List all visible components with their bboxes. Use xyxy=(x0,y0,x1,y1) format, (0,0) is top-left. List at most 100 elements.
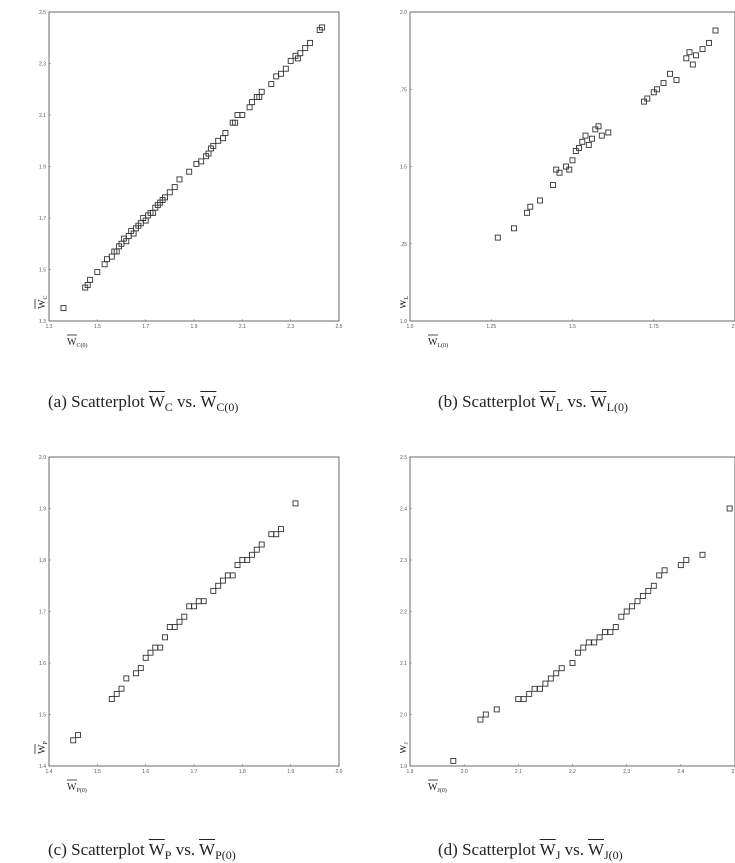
data-point xyxy=(123,675,130,682)
y-tick-label: 1.5 xyxy=(39,713,46,719)
plot-frame xyxy=(48,456,340,767)
data-point xyxy=(220,577,226,584)
data-point xyxy=(537,685,543,692)
caption-c-x: W xyxy=(199,840,216,859)
data-point xyxy=(162,194,168,201)
scatterplot-c: 1.4 1.5 1.6 1.7 1.8 1.9 2.0 1.4 1.5 1.6 1.7 1.8 1.9 2… xyxy=(34,455,343,794)
data-point xyxy=(186,168,193,175)
data-point xyxy=(558,665,565,672)
data-point xyxy=(258,88,265,95)
data-point xyxy=(569,157,576,164)
data-point xyxy=(591,639,598,646)
y-tick-label: 1.6 xyxy=(39,661,46,667)
data-point xyxy=(553,670,560,677)
y-tick-label: 2.4 xyxy=(400,507,407,513)
x-tick-label: 1.7 xyxy=(142,324,149,330)
x-tick-label: 2.0 xyxy=(461,769,468,775)
data-point xyxy=(70,737,77,744)
caption-c-x-sub: P(0) xyxy=(215,848,236,862)
caption-d-y-sub: J xyxy=(555,848,561,862)
data-point xyxy=(239,112,246,118)
y-tick-label: 1.0 xyxy=(400,319,407,325)
data-point xyxy=(166,624,173,630)
data-point xyxy=(307,39,313,46)
data-point xyxy=(215,582,222,589)
y-tick-label: 2.1 xyxy=(39,113,46,119)
y-axis-label: WL xyxy=(400,296,410,309)
data-point xyxy=(482,711,489,718)
data-point xyxy=(60,305,67,312)
data-point xyxy=(524,209,530,216)
data-point xyxy=(596,634,603,641)
caption-c-vs: vs. xyxy=(171,840,200,859)
data-point xyxy=(200,598,207,605)
data-point xyxy=(511,225,517,232)
x-tick-label: 1.4 xyxy=(46,769,53,775)
data-point xyxy=(224,572,231,579)
y-tick-label: 2.5 xyxy=(400,455,407,461)
y-tick-label: 2.0 xyxy=(400,10,407,16)
caption-d-vs: vs. xyxy=(560,840,588,859)
x-tick-label: 1.5 xyxy=(94,769,101,775)
data-point xyxy=(574,649,581,656)
data-point xyxy=(101,261,108,268)
y-tick-label: 1.25 xyxy=(400,242,407,248)
data-point xyxy=(171,624,178,630)
y-tick-label: 1.4 xyxy=(39,764,46,770)
x-tick-label: 1.9 xyxy=(407,769,414,775)
data-point xyxy=(494,234,501,241)
data-point xyxy=(656,572,663,579)
caption-b-x-sub: L(0) xyxy=(606,400,628,414)
data-point xyxy=(108,696,115,702)
x-tick-label: 1.9 xyxy=(287,769,294,775)
caption-d-prefix: (d) Scatterplot xyxy=(438,840,540,859)
x-tick-label: 2.1 xyxy=(239,324,246,330)
data-point xyxy=(75,732,81,739)
x-tick-label: 2.4 xyxy=(677,769,684,775)
x-tick-label: 2.3 xyxy=(287,324,294,330)
data-point xyxy=(253,546,260,553)
scatterplot-b: 1.0 1.25 1.5 1.75 2.0 1.0 1.25 1.5 1.75 2.0 WL(0) W… xyxy=(400,10,735,349)
data-point xyxy=(147,649,154,656)
data-point xyxy=(686,49,693,56)
caption-a-y-sub: C xyxy=(164,400,173,414)
y-tick-label: 2.3 xyxy=(400,558,407,564)
y-tick-label: 2.0 xyxy=(400,713,407,719)
panel-c: 1.4 1.5 1.6 1.7 1.8 1.9 2.0 1.4 1.5 1.6 1.7 1.8 1.9 2… xyxy=(25,455,365,800)
data-point xyxy=(258,541,265,548)
data-point xyxy=(319,24,326,31)
data-point xyxy=(104,256,110,263)
data-point xyxy=(282,65,289,72)
data-point xyxy=(222,130,229,136)
data-point xyxy=(527,203,534,210)
data-point xyxy=(239,557,246,563)
data-point xyxy=(566,166,573,173)
data-point xyxy=(152,644,159,651)
x-axis-label: WP(0) xyxy=(67,782,87,794)
data-point xyxy=(683,55,690,62)
caption-b-vs: vs. xyxy=(563,392,591,411)
data-point xyxy=(644,95,651,102)
data-point xyxy=(660,80,667,87)
data-point xyxy=(661,567,668,574)
data-point xyxy=(125,233,132,239)
caption-a-x-sub: C(0) xyxy=(216,400,239,414)
data-point xyxy=(542,680,549,687)
data-point xyxy=(297,50,304,57)
y-tick-label: 2.1 xyxy=(400,661,407,667)
data-point xyxy=(582,132,589,139)
data-point xyxy=(232,119,239,126)
x-tick-label: 1.6 xyxy=(142,769,149,775)
data-point xyxy=(268,531,275,538)
data-point xyxy=(689,61,696,68)
caption-a: (a) Scatterplot WC vs. WC(0) xyxy=(48,392,238,415)
y-tick-label: 2.3 xyxy=(39,62,46,68)
data-point xyxy=(576,145,582,151)
data-point xyxy=(210,587,217,594)
data-point xyxy=(592,126,599,133)
data-point xyxy=(677,562,684,569)
data-point xyxy=(234,112,241,118)
data-point xyxy=(589,135,595,142)
caption-c-prefix: (c) Scatterplot xyxy=(48,840,149,859)
caption-a-vs: vs. xyxy=(172,392,201,411)
